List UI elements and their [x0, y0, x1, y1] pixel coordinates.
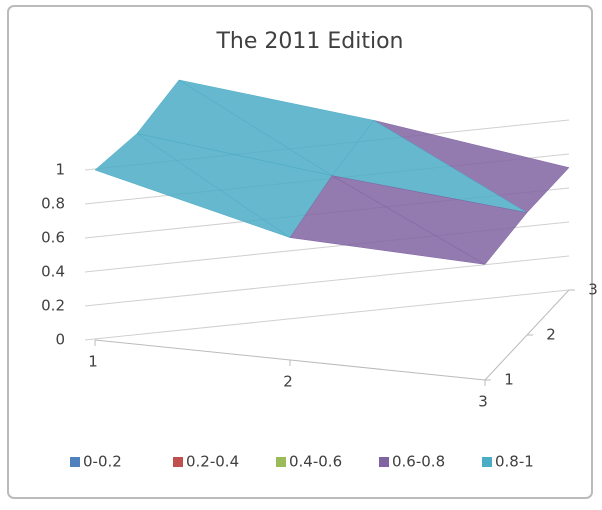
depth-tick-label: 3 [588, 281, 598, 299]
x-tick-label: 1 [88, 353, 98, 371]
depth-tick-label: 1 [504, 371, 514, 389]
legend-label: 0.8-1 [495, 453, 534, 471]
z-tick-label: 0.8 [41, 195, 65, 213]
z-tick-label: 1 [55, 161, 65, 179]
legend-swatch [173, 457, 183, 467]
legend-label: 0.4-0.6 [289, 453, 342, 471]
legend-swatch [379, 457, 389, 467]
z-tick-label: 0.4 [41, 263, 65, 281]
chart-title: The 2011 Edition [215, 29, 403, 54]
legend-swatch [70, 457, 80, 467]
z-tick-label: 0 [55, 331, 65, 349]
legend-label: 0-0.2 [83, 453, 122, 471]
x-tick-label: 3 [478, 393, 488, 411]
grid-line [84, 289, 570, 341]
chart-frame [7, 5, 593, 499]
surface-patch [94, 133, 291, 238]
legend-swatch [482, 457, 492, 467]
legend-label: 0.6-0.8 [392, 453, 445, 471]
z-tick-label: 0.6 [41, 229, 65, 247]
depth-tick-label: 2 [546, 326, 556, 344]
legend-label: 0.2-0.4 [186, 453, 239, 471]
grid-line [84, 255, 570, 307]
x-tick-label: 2 [283, 373, 293, 391]
legend-swatch [276, 457, 286, 467]
surface-patch [289, 175, 486, 265]
z-tick-label: 0.2 [41, 297, 65, 315]
